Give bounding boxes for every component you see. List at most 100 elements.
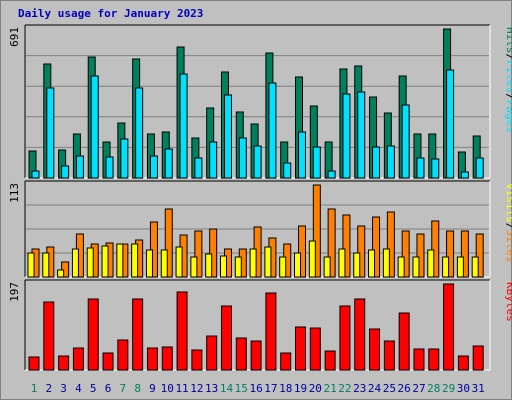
visits-bar [471,256,479,278]
kbytes-bar [369,328,381,371]
x-tick-label: 24 [368,382,382,395]
chart-title: Daily usage for January 2023 [18,7,204,20]
x-tick-label: 9 [149,382,156,395]
kbytes-bar [161,346,173,371]
visits-bar [294,252,302,278]
files-bar [253,145,262,179]
sites-bar [164,208,173,278]
x-tick-label: 22 [338,382,351,395]
visits-bar [175,246,183,278]
x-tick-label: 15 [235,382,248,395]
visits-bar [382,248,390,278]
sites-bar [312,184,321,278]
files-bar [268,82,277,179]
sites-bar [446,230,455,278]
kbytes-bar [176,291,188,371]
x-tick-label: 5 [90,382,97,395]
files-bar [431,158,440,179]
files-bar [149,155,158,179]
files-bar [416,157,425,179]
visits-bar [397,256,405,278]
sites-bar [386,211,395,278]
files-bar [223,94,232,179]
kbytes-bar [87,298,99,371]
kbytes-bar [398,312,410,371]
files-bar [357,91,366,179]
x-tick-label: 13 [205,382,218,395]
x-tick-label: 7 [120,382,127,395]
visits-bar [427,249,435,278]
x-tick-label: 19 [294,382,307,395]
kbytes-bar [43,301,55,371]
kbytes-bar [191,349,203,371]
legend-entry: Sites [504,229,512,262]
files-bar [386,145,395,179]
files-bar [238,137,247,179]
x-tick-label: 30 [457,382,470,395]
kbytes-bar [324,350,336,371]
x-tick-label: 4 [75,382,82,395]
x-tick-label: 31 [472,382,485,395]
x-tick-label: 10 [161,382,174,395]
files-bar [31,170,40,179]
legend-separator: / [504,54,512,61]
x-tick-label: 3 [60,382,67,395]
files-bar [460,171,469,179]
x-tick-label: 12 [190,382,203,395]
kbytes-bar [28,356,40,371]
files-bar [298,131,307,179]
files-bar [312,146,321,179]
kbytes-bar [102,352,114,371]
sites-bar [357,225,366,278]
visits-bar [145,249,153,278]
kbytes-bar [132,298,144,371]
x-tick-label: 27 [412,382,425,395]
kbytes-bar [383,340,395,371]
x-tick-label: 21 [324,382,337,395]
kbytes-bar [146,347,158,371]
sites-bar [327,208,336,278]
kbytes-bar [472,345,484,371]
visits-bar [442,256,450,278]
sites-bar [460,230,469,278]
legend-entry: Files [504,60,512,93]
kbytes-bar [354,298,366,371]
kbytes-bar [428,348,440,371]
x-tick-label: 26 [398,382,411,395]
legend-entry: Pages [504,100,512,133]
x-tick-label: 17 [264,382,277,395]
x-tick-label: 18 [279,382,292,395]
files-bar [164,148,173,179]
y-max-label: 197 [8,282,21,302]
kbytes-bar [265,292,277,371]
y-max-label: 691 [8,27,21,47]
x-tick-label: 2 [45,382,52,395]
files-bar [401,104,410,179]
sites-bar [298,225,307,278]
files-bar [179,73,188,179]
files-bar [446,69,455,179]
kbytes-bar [235,337,247,371]
x-tick-label: 1 [31,382,38,395]
files-bar [75,155,84,179]
kbytes-bar [339,305,351,371]
kbytes-bar [280,352,292,371]
kbytes-bar [457,355,469,371]
visits-bar [71,248,79,278]
kbytes-bar [117,339,129,371]
files-bar [327,170,336,179]
legend-entry: Hits [504,27,512,54]
visits-bar [219,255,227,278]
visits-bar [190,256,198,278]
x-tick-label: 20 [309,382,322,395]
visits-bar [456,256,464,278]
x-tick-label: 23 [353,382,366,395]
visits-bar [42,252,50,278]
right-legend: Hits/Files/Pages [504,27,512,133]
kbytes-bar [443,283,455,371]
kbytes-bar [220,305,232,371]
kbytes-bar [309,327,321,371]
visits-bar [234,256,242,278]
legend-separator: / [504,223,512,230]
